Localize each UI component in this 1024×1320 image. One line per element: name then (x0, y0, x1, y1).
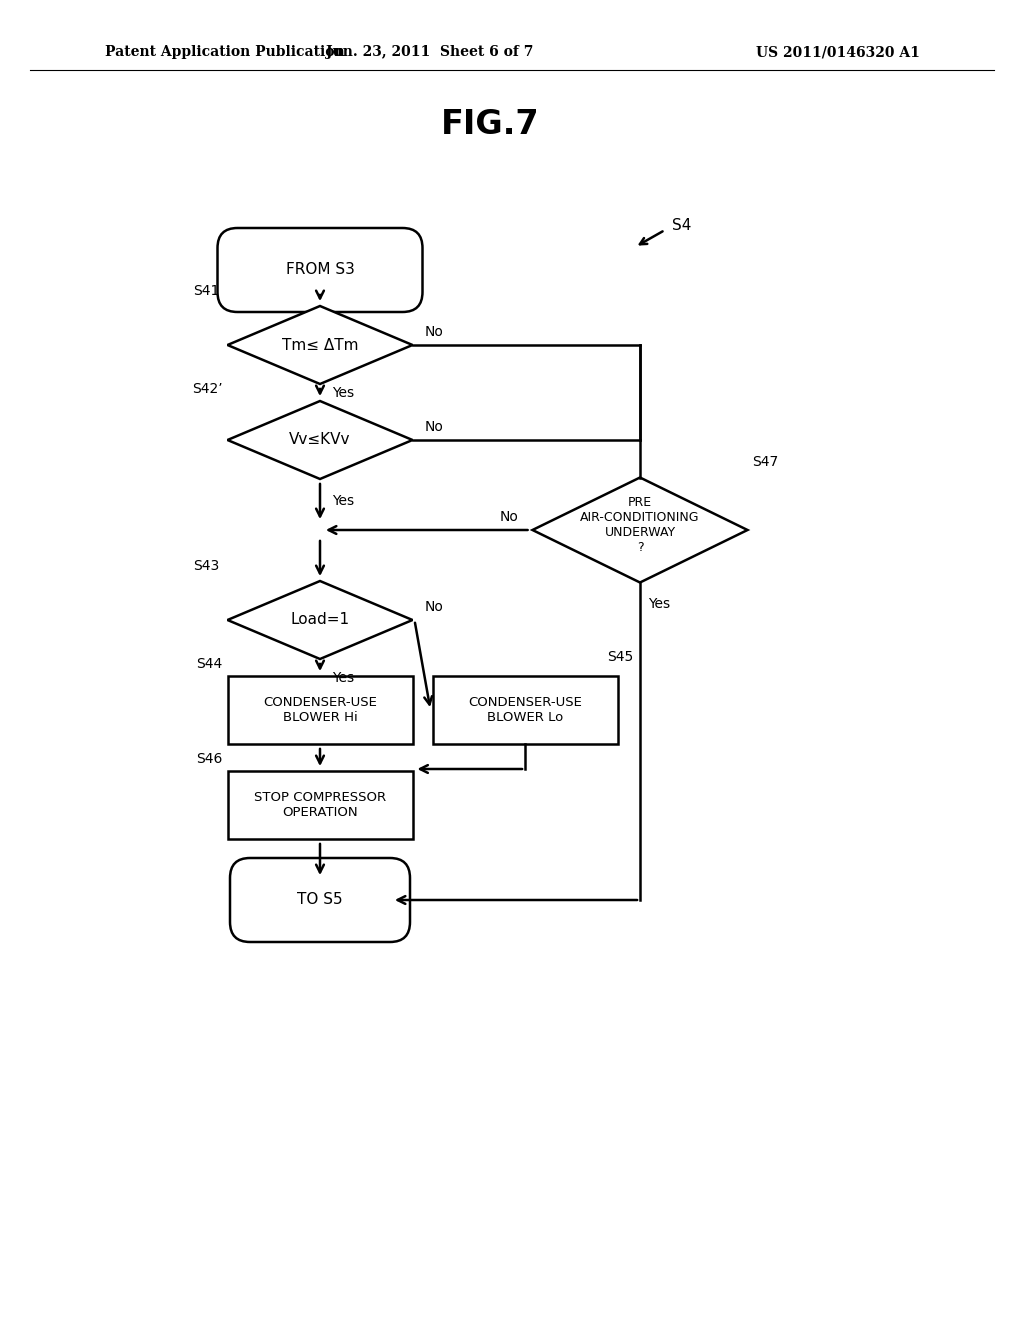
Text: TO S5: TO S5 (297, 892, 343, 908)
Bar (432, 676, 617, 744)
FancyBboxPatch shape (217, 228, 423, 312)
Text: S46: S46 (197, 752, 222, 766)
Text: US 2011/0146320 A1: US 2011/0146320 A1 (756, 45, 920, 59)
Text: FROM S3: FROM S3 (286, 263, 354, 277)
FancyBboxPatch shape (230, 858, 410, 942)
Polygon shape (227, 306, 413, 384)
Text: CONDENSER-USE
BLOWER Lo: CONDENSER-USE BLOWER Lo (468, 696, 582, 723)
Text: S42’: S42’ (191, 381, 222, 396)
Text: S41: S41 (194, 284, 219, 298)
Polygon shape (227, 581, 413, 659)
Text: Jun. 23, 2011  Sheet 6 of 7: Jun. 23, 2011 Sheet 6 of 7 (327, 45, 534, 59)
Text: FIG.7: FIG.7 (440, 108, 540, 141)
Text: S4: S4 (672, 218, 691, 232)
Text: Tm≤ ΔTm: Tm≤ ΔTm (282, 338, 358, 352)
Bar (227, 676, 413, 744)
Text: STOP COMPRESSOR
OPERATION: STOP COMPRESSOR OPERATION (254, 791, 386, 818)
Text: CONDENSER-USE
BLOWER Hi: CONDENSER-USE BLOWER Hi (263, 696, 377, 723)
Text: No: No (500, 510, 518, 524)
Text: Load=1: Load=1 (291, 612, 349, 627)
Text: S44: S44 (197, 657, 222, 671)
Text: Yes: Yes (648, 598, 670, 611)
Text: Patent Application Publication: Patent Application Publication (105, 45, 345, 59)
Text: No: No (425, 325, 443, 339)
Text: No: No (425, 420, 443, 434)
Text: S43: S43 (194, 558, 219, 573)
Text: S45: S45 (607, 649, 634, 664)
Polygon shape (532, 478, 748, 582)
Text: Yes: Yes (332, 385, 354, 400)
Text: Vv≤KVv: Vv≤KVv (289, 433, 351, 447)
Text: PRE
AIR-CONDITIONING
UNDERWAY
?: PRE AIR-CONDITIONING UNDERWAY ? (581, 496, 699, 554)
Text: Yes: Yes (332, 494, 354, 508)
Text: S47: S47 (753, 455, 778, 470)
Text: No: No (425, 601, 443, 614)
Bar (227, 771, 413, 840)
Text: Yes: Yes (332, 671, 354, 685)
Polygon shape (227, 401, 413, 479)
